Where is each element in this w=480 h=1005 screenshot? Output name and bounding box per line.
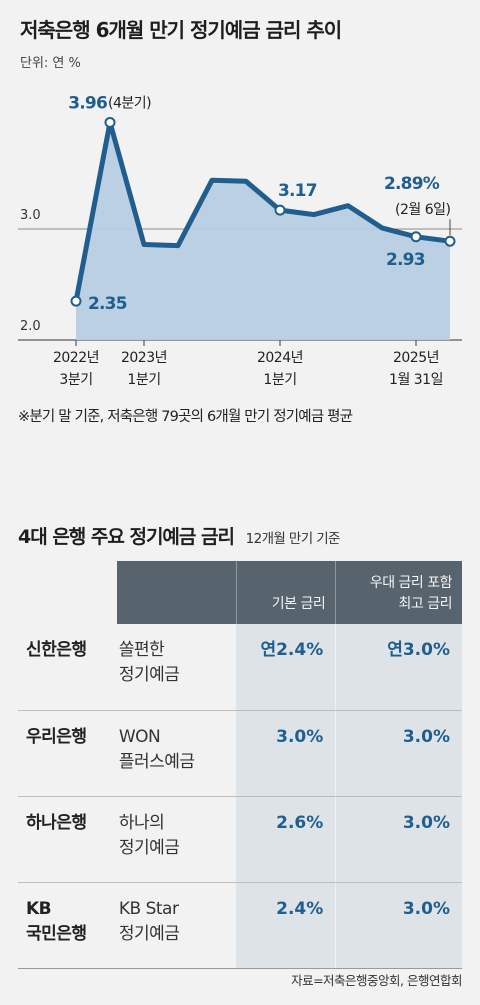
data-label-extra: (2월 6일) [395, 202, 450, 218]
product-line1: 하나의 [118, 812, 165, 833]
table-row: 신한은행 쏠편한 정기예금 연2.4% 연3.0% [18, 624, 462, 711]
table-subtitle: 12개월 만기 기준 [245, 531, 341, 547]
product-line1: 쏠편한 [118, 640, 165, 660]
data-label: 3.96 [68, 93, 107, 113]
header-max-line1: 우대 금리 포함 [369, 575, 453, 591]
product-name: WON 플러스예금 [116, 710, 237, 797]
base-rate: 2.4% [236, 882, 337, 969]
bank-name: 신한은행 [18, 624, 117, 711]
product-line2: 플러스예금 [118, 751, 195, 772]
bank-line2: 국민은행 [26, 923, 87, 944]
data-point-marker [274, 204, 286, 216]
data-point-marker [70, 295, 82, 307]
data-point-marker [104, 116, 116, 128]
product-line1: KB Star [118, 898, 179, 919]
x-tick-label: 3분기 [59, 372, 92, 388]
base-rate: 2.6% [236, 796, 337, 883]
base-rate: 연2.4% [236, 624, 337, 711]
bank-line1: KB [26, 898, 52, 919]
bank-name: 우리은행 [18, 710, 117, 797]
unit-label: 단위: 연 % [20, 56, 81, 71]
data-point-marker [410, 231, 422, 243]
header-max-line2: 최고 금리 [398, 596, 453, 612]
data-label-extra: (4분기) [108, 95, 151, 111]
table-row: 우리은행 WON 플러스예금 3.0% 3.0% [18, 710, 462, 797]
data-label: 3.17 [278, 181, 317, 201]
table-row: KB 국민은행 KB Star 정기예금 2.4% 3.0% [18, 882, 462, 969]
table-header-row: 기본 금리 우대 금리 포함 최고 금리 [18, 561, 462, 624]
y-tick-label: 2.0 [20, 319, 41, 334]
x-tick-label: 1분기 [127, 372, 160, 388]
product-name: KB Star 정기예금 [116, 882, 237, 969]
x-tick-label: 2025년 [393, 350, 439, 366]
chart-footnote: ※분기 말 기준, 저축은행 79곳의 6개월 만기 정기예금 평균 [18, 409, 353, 425]
base-rate: 3.0% [236, 710, 337, 797]
header-max-rate: 우대 금리 포함 최고 금리 [335, 561, 462, 624]
x-tick-label: 1월 31일 [389, 372, 443, 388]
product-name: 하나의 정기예금 [116, 796, 237, 883]
rate-line-chart: 2.0 3.0 2022년 3분기 2023년 1분기 2024년 1분기 2025년 1월 3… [18, 93, 462, 388]
max-rate: 3.0% [335, 796, 462, 883]
bank-name: KB 국민은행 [18, 882, 117, 969]
bank-rate-table: 기본 금리 우대 금리 포함 최고 금리 신한은행 쏠편한 정기예금 연2.4%… [18, 561, 462, 969]
header-base-rate: 기본 금리 [236, 561, 337, 624]
product-line2: 정기예금 [118, 665, 180, 685]
data-label: 2.89% [384, 174, 440, 194]
x-tick-label: 2024년 [257, 350, 303, 366]
x-tick-label: 1분기 [263, 372, 296, 388]
header-product-blank [116, 561, 237, 624]
x-tick-label: 2022년 [53, 350, 99, 366]
max-rate: 3.0% [335, 710, 462, 797]
product-line1: WON [118, 726, 161, 747]
product-name: 쏠편한 정기예금 [116, 624, 237, 711]
label-layer: 2022년 3분기 2023년 1분기 2024년 1분기 2025년 1월 31일 2.35 3… [53, 93, 451, 388]
data-label: 2.93 [386, 250, 425, 270]
rate-line [73, 119, 453, 304]
table-title-text: 4대 은행 주요 정기예금 금리 [18, 526, 235, 548]
table-title: 4대 은행 주요 정기예금 금리 12개월 만기 기준 [18, 522, 340, 549]
data-point-marker [444, 235, 456, 247]
x-tick-label: 2023년 [121, 350, 167, 366]
data-label: 2.35 [88, 294, 127, 314]
product-line2: 정기예금 [118, 923, 180, 944]
product-line2: 정기예금 [118, 837, 180, 858]
chart-title: 저축은행 6개월 만기 정기예금 금리 추이 [20, 18, 342, 42]
max-rate: 3.0% [335, 882, 462, 969]
marks-layer [70, 116, 456, 307]
y-tick-label: 3.0 [20, 208, 41, 223]
rate-area [76, 122, 450, 341]
table-row: 하나은행 하나의 정기예금 2.6% 3.0% [18, 796, 462, 883]
max-rate: 연3.0% [335, 624, 462, 711]
bank-name: 하나은행 [18, 796, 117, 883]
source-credit: 자료=저축은행중앙회, 은행연합회 [291, 973, 462, 988]
header-bank-blank [18, 561, 117, 624]
